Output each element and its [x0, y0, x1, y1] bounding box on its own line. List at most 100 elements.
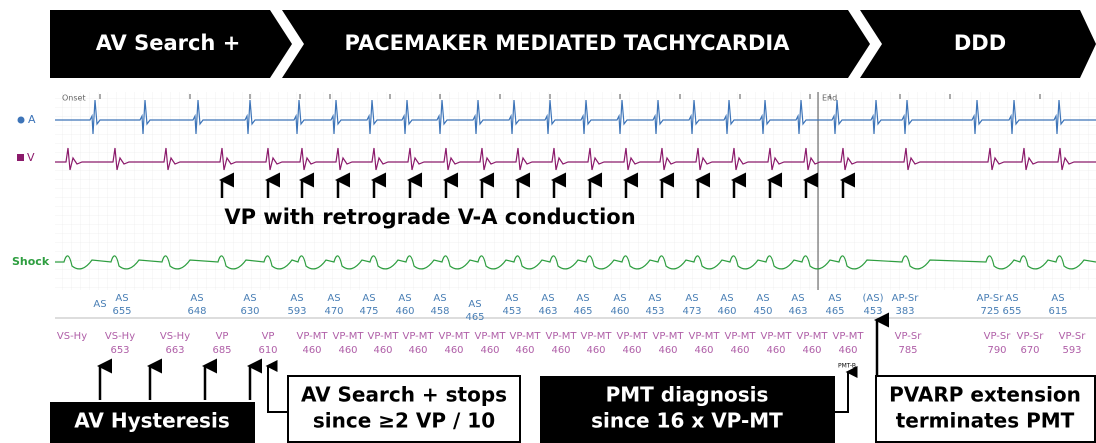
ventricular-interval: 460 [480, 345, 499, 356]
atrial-interval: 475 [359, 306, 378, 317]
atrial-marker: AS [1051, 293, 1064, 304]
ventricular-marker: VP-MT [689, 331, 721, 342]
atrial-interval: 458 [430, 306, 449, 317]
ventricular-interval: 460 [694, 345, 713, 356]
atrial-marker: AP-Sr [977, 293, 1005, 304]
ventricular-interval: 593 [1062, 345, 1081, 356]
ventricular-interval: 460 [444, 345, 463, 356]
annotation: VP with retrograde V-A conduction [224, 205, 635, 229]
atrial-interval: 725 [980, 306, 999, 317]
atrial-marker: AS [290, 293, 303, 304]
channel-label: A [28, 113, 36, 126]
atrial-marker: AS [756, 293, 769, 304]
atrial-interval: 648 [187, 306, 206, 317]
atrial-interval: 463 [538, 306, 557, 317]
atrial-interval: 630 [240, 306, 259, 317]
atrial-interval: 383 [895, 306, 914, 317]
ventricular-interval: 460 [730, 345, 749, 356]
ventricular-marker: VP-MT [333, 331, 365, 342]
atrial-marker: AS [433, 293, 446, 304]
ventricular-interval: 460 [838, 345, 857, 356]
v-trace [55, 147, 1096, 171]
event-label: Onset [62, 94, 86, 103]
atrial-marker: AS [468, 299, 481, 310]
atrial-marker: AS [828, 293, 841, 304]
ventricular-marker: VP-MT [725, 331, 757, 342]
ventricular-interval: 460 [515, 345, 534, 356]
atrial-interval: 450 [753, 306, 772, 317]
ventricular-interval: 460 [302, 345, 321, 356]
callouts [50, 375, 1096, 443]
atrial-marker: AS [1005, 293, 1018, 304]
grid [55, 92, 1096, 290]
callout-text: PMT diagnosis [606, 383, 769, 407]
shock-trace [55, 255, 1096, 270]
atrial-interval: 473 [682, 306, 701, 317]
ventricular-marker: VP-MT [833, 331, 865, 342]
atrial-marker: AS [613, 293, 626, 304]
channel-label: V [27, 151, 35, 164]
banner: AV Search + PACEMAKER MEDIATED TACHYCARD… [50, 10, 1096, 78]
atrial-marker: AS [505, 293, 518, 304]
ventricular-interval: 663 [165, 345, 184, 356]
ventricular-marker: VP-Sr [984, 331, 1012, 342]
callout-text: AV Hysteresis [74, 409, 229, 433]
ventricular-interval: 460 [586, 345, 605, 356]
ventricular-marker: VP-MT [797, 331, 829, 342]
ventricular-marker: VP-MT [653, 331, 685, 342]
ventricular-interval: 460 [408, 345, 427, 356]
ventricular-marker: VP-MT [368, 331, 400, 342]
ventricular-interval: 460 [766, 345, 785, 356]
atrial-marker: AS [115, 293, 128, 304]
pmt-flag: PMT-B [838, 363, 856, 370]
callout-text: AV Search + stops [301, 383, 507, 407]
arrow [265, 360, 288, 413]
atrial-interval: 465 [573, 306, 592, 317]
banner-text: AV Search + [96, 31, 241, 55]
atrial-marker: AS [648, 293, 661, 304]
callout-box [540, 376, 835, 443]
ventricular-marker: VP-MT [510, 331, 542, 342]
atrial-interval: 453 [645, 306, 664, 317]
atrial-marker: (AS) [863, 293, 884, 304]
ventricular-marker: VP-MT [439, 331, 471, 342]
a-trace [55, 99, 1096, 135]
ventricular-marker: VS-Hy [160, 331, 190, 342]
callout-box [875, 375, 1096, 443]
ventricular-marker: VP [216, 331, 229, 342]
ventricular-interval: 460 [373, 345, 392, 356]
atrial-interval: 655 [1002, 306, 1021, 317]
atrial-marker: AS [720, 293, 733, 304]
atrial-interval: 465 [465, 312, 484, 323]
atrial-marker: AS [93, 299, 106, 310]
ventricular-interval: 670 [1020, 345, 1039, 356]
atrial-marker: AS [685, 293, 698, 304]
atrial-marker: AS [362, 293, 375, 304]
ventricular-marker: VP-Sr [895, 331, 923, 342]
atrial-interval: 453 [502, 306, 521, 317]
banner-text: DDD [954, 31, 1006, 55]
atrial-marker: AS [576, 293, 589, 304]
ventricular-marker: VP-Sr [1017, 331, 1045, 342]
atrial-marker: AS [327, 293, 340, 304]
atrial-interval: 460 [717, 306, 736, 317]
atrial-marker: AS [541, 293, 554, 304]
ventricular-marker: VS-Hy [57, 331, 87, 342]
ventricular-marker: VP-MT [546, 331, 578, 342]
callout-box [50, 402, 255, 443]
ventricular-interval: 610 [258, 345, 277, 356]
atrial-interval: 470 [324, 306, 343, 317]
arrow [835, 366, 858, 413]
atrial-interval: 593 [287, 306, 306, 317]
channel-label: Shock [12, 255, 50, 268]
atrial-interval: 615 [1048, 306, 1067, 317]
banner-segment [860, 10, 1096, 78]
atrial-marker: AS [398, 293, 411, 304]
atrial-interval: 465 [825, 306, 844, 317]
ventricular-interval: 785 [898, 345, 917, 356]
ventricular-marker: VP-MT [297, 331, 329, 342]
banner-text: PACEMAKER MEDIATED TACHYCARDIA [345, 31, 791, 55]
ventricular-marker: VP-MT [475, 331, 507, 342]
callout-text: since 16 x VP-MT [591, 409, 783, 433]
